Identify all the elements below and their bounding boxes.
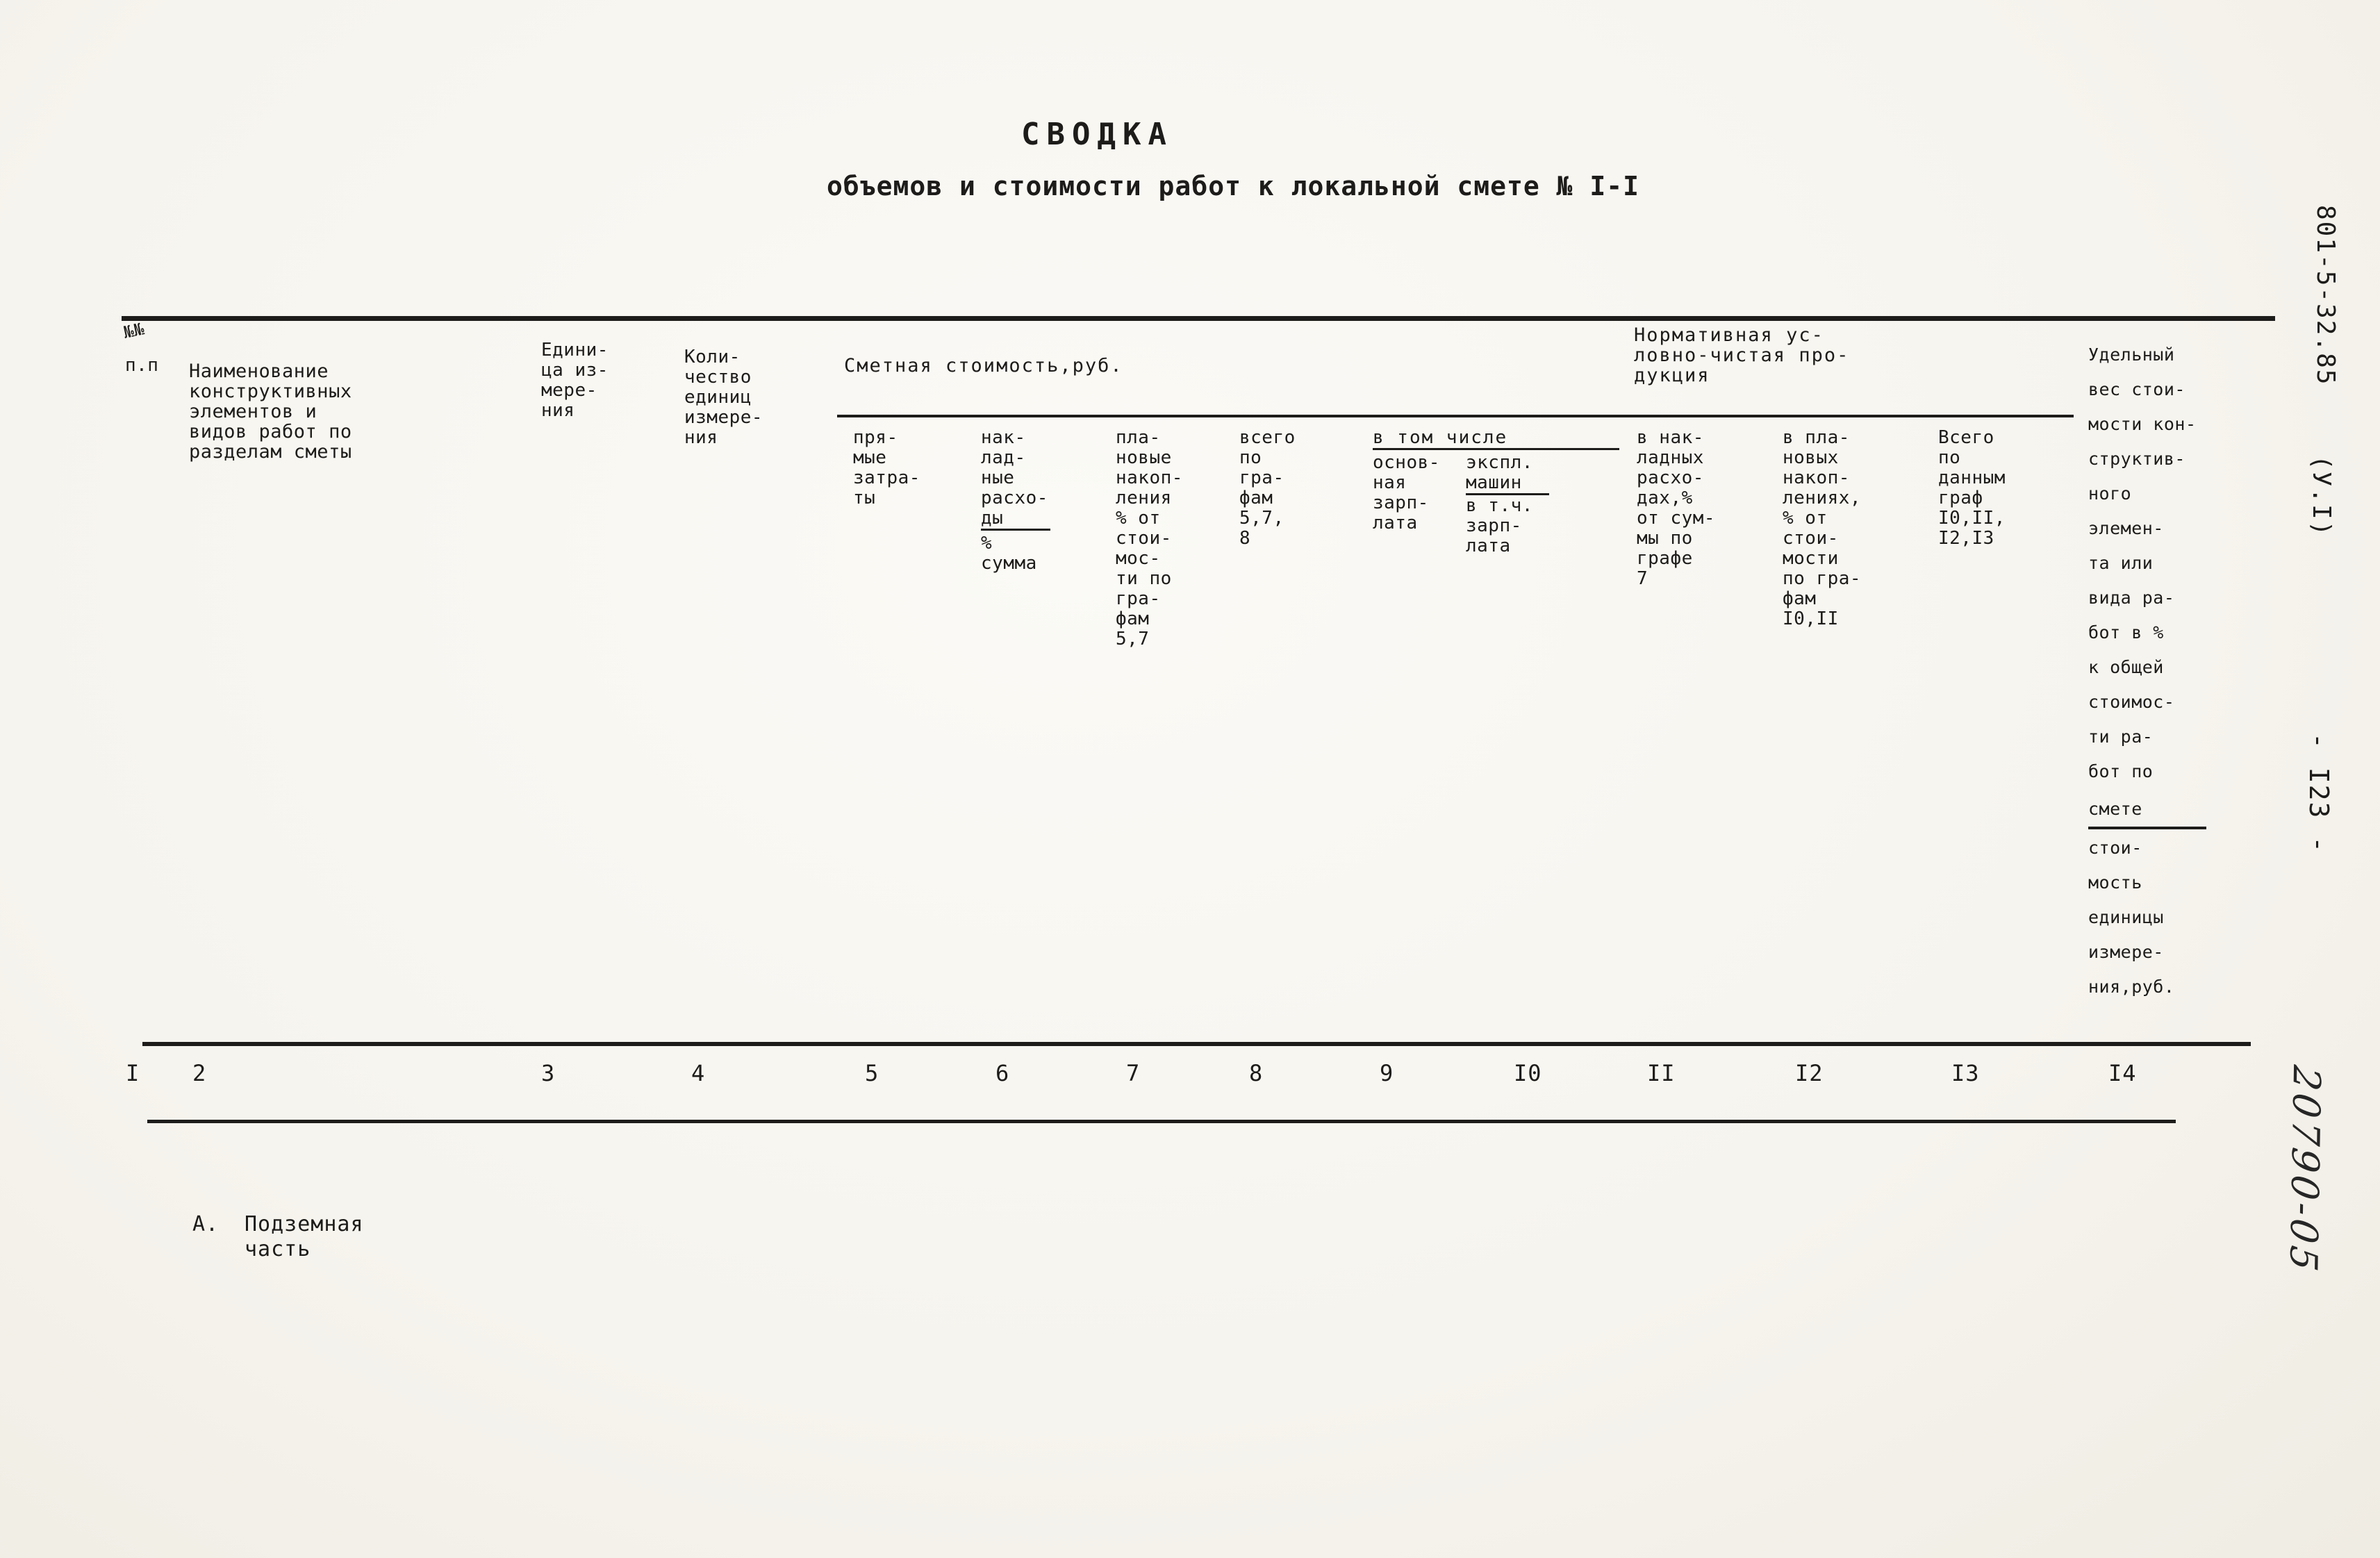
header-col9-basic-wages: основ- ная зарп- лата bbox=[1373, 452, 1440, 533]
header-col10-machines-underlined: машин bbox=[1466, 473, 1549, 495]
column-number-8: 8 bbox=[1249, 1060, 1264, 1086]
margin-doc-code: 801-5-32.85 bbox=[2311, 205, 2340, 386]
header-col14-share-top: Удельный вес стои- мости кон- структив- … bbox=[2088, 345, 2197, 781]
section-a-name: Подземная часть bbox=[245, 1212, 364, 1261]
column-number-5: 5 bbox=[865, 1060, 879, 1086]
column-number-4: 4 bbox=[691, 1060, 706, 1086]
header-col14-share-underlined: смете bbox=[2088, 792, 2206, 829]
header-col6-overheads-underlined: ды bbox=[981, 508, 1050, 531]
header-col1-number-sign: №№ bbox=[122, 319, 147, 342]
rule-below-column-numbers bbox=[147, 1120, 2176, 1123]
column-number-3: 3 bbox=[541, 1060, 556, 1086]
column-number-10: I0 bbox=[1514, 1060, 1542, 1086]
column-number-9: 9 bbox=[1380, 1060, 1394, 1086]
document-subtitle: объемов и стоимости работ к локальной см… bbox=[827, 171, 1640, 201]
document-title: СВОДКА bbox=[1021, 117, 1173, 152]
rule-group-separator bbox=[837, 415, 2074, 417]
header-col11-in-overheads: в нак- ладных расхо- дах,% от сум- мы по… bbox=[1637, 427, 1716, 589]
header-group-estimated-cost: Сметная стоимость,руб. bbox=[844, 355, 1123, 376]
header-col3-unit: Едини- ца из- мере- ния bbox=[541, 340, 609, 421]
column-number-7: 7 bbox=[1126, 1060, 1141, 1086]
column-number-11: II bbox=[1647, 1060, 1676, 1086]
column-number-13: I3 bbox=[1951, 1060, 1980, 1086]
column-number-1: I bbox=[126, 1060, 140, 1086]
column-number-2: 2 bbox=[192, 1060, 207, 1086]
header-group-including: в том числе bbox=[1373, 428, 1619, 450]
header-col4-quantity: Коли- чество единиц измере- ния bbox=[684, 347, 763, 448]
header-col2-name: Наименование конструктивных элементов и … bbox=[189, 361, 352, 463]
rule-table-top bbox=[122, 316, 2275, 321]
header-col6-overheads-top: нак- лад- ные расхо- bbox=[981, 427, 1048, 508]
header-col7-planned-accumulations: пла- новые накоп- ления % от стои- мос- … bbox=[1116, 427, 1183, 649]
header-col10-machines-bottom: в т.ч. зарп- лата bbox=[1466, 495, 1533, 556]
header-col6-overheads-bottom: % сумма bbox=[981, 533, 1037, 574]
header-col10-machines-top: экспл. bbox=[1466, 452, 1533, 473]
header-col8-total: всего по гра- фам 5,7, 8 bbox=[1239, 427, 1296, 549]
header-group-normative-net-production: Нормативная ус- ловно-чистая про- дукция bbox=[1634, 324, 1850, 386]
header-col13-total-by-graphs: Всего по данным граф I0,II, I2,I3 bbox=[1938, 427, 2006, 549]
header-col1-pp: п.п bbox=[125, 355, 159, 376]
column-number-14: I4 bbox=[2108, 1060, 2137, 1086]
column-number-12: I2 bbox=[1795, 1060, 1824, 1086]
margin-page-number: - I23 - bbox=[2304, 733, 2334, 854]
margin-handwritten-code: 20790-05 bbox=[2281, 1063, 2329, 1277]
header-col14-share-bottom: стои- мость единицы измере- ния,руб. bbox=[2088, 838, 2175, 997]
header-col12-in-planned-accumulations: в пла- новых накоп- лениях, % от стои- м… bbox=[1783, 427, 1862, 629]
column-number-6: 6 bbox=[995, 1060, 1010, 1086]
rule-above-column-numbers bbox=[142, 1042, 2251, 1046]
margin-volume-code: (У.I) bbox=[2307, 455, 2336, 538]
header-col5-direct-costs: пря- мые затра- ты bbox=[853, 427, 920, 508]
section-a-letter: А. bbox=[192, 1212, 220, 1236]
